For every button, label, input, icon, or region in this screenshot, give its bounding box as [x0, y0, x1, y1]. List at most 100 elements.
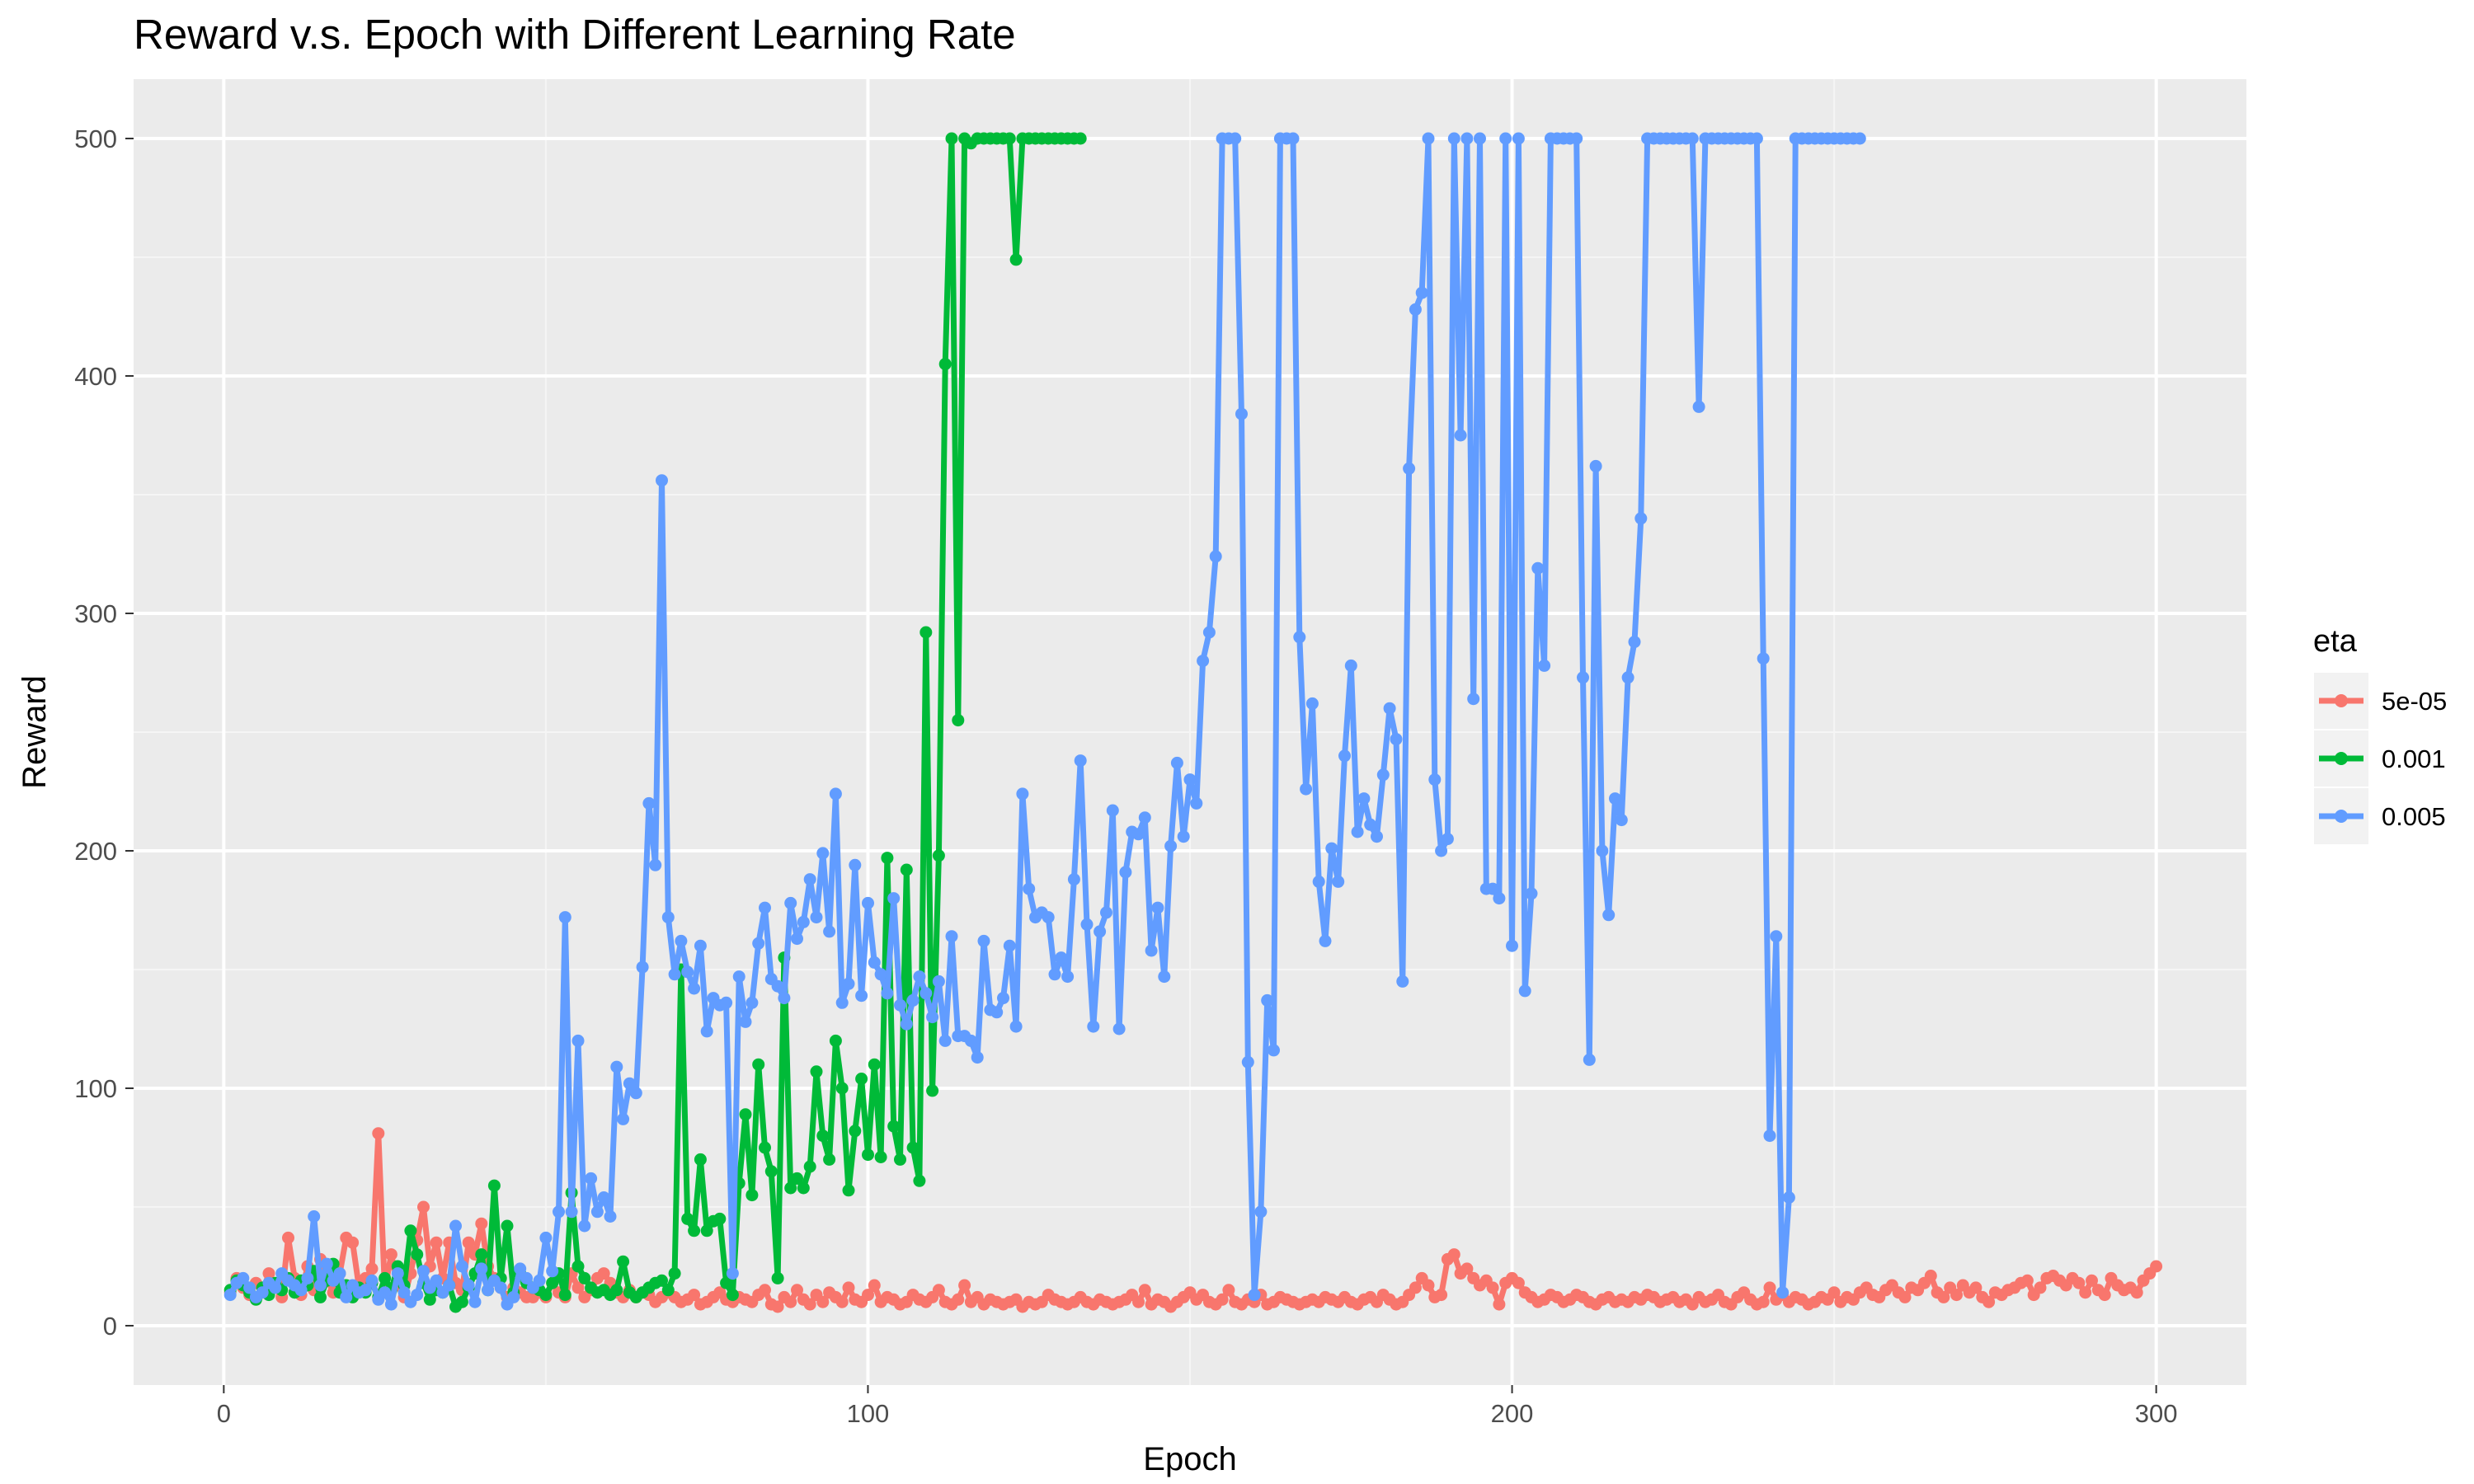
- data-point: [1770, 930, 1783, 943]
- data-point: [423, 1293, 436, 1306]
- data-point: [887, 1120, 901, 1133]
- data-point: [1119, 866, 1132, 879]
- data-point: [945, 930, 958, 943]
- data-point: [1042, 911, 1055, 924]
- data-point: [835, 996, 849, 1009]
- data-point: [1409, 1281, 1422, 1294]
- data-point: [1197, 655, 1210, 668]
- data-point: [1750, 132, 1763, 145]
- data-point: [558, 911, 571, 924]
- data-point: [997, 992, 1009, 1005]
- data-point: [610, 1284, 623, 1297]
- data-point: [546, 1276, 559, 1289]
- data-point: [1937, 1290, 1950, 1303]
- data-point: [1486, 1281, 1499, 1294]
- data-point: [868, 1058, 881, 1071]
- data-point: [778, 992, 791, 1005]
- data-point: [835, 1082, 849, 1095]
- data-point: [661, 1284, 675, 1297]
- data-point: [417, 1200, 430, 1214]
- y-tick-label: 100: [74, 1074, 117, 1103]
- data-point: [1016, 787, 1029, 801]
- data-point: [1344, 659, 1357, 672]
- data-point: [2034, 1281, 2047, 1294]
- data-point: [1074, 754, 1087, 768]
- data-point: [1222, 1284, 1235, 1297]
- data-point: [1009, 253, 1023, 266]
- data-point: [990, 1006, 1004, 1019]
- data-point: [1525, 887, 1538, 900]
- data-point: [1460, 132, 1474, 145]
- data-point: [1112, 1022, 1126, 1036]
- data-point: [656, 474, 668, 487]
- data-point: [539, 1289, 553, 1302]
- data-point: [771, 979, 784, 993]
- data-point: [1164, 839, 1178, 852]
- data-point: [1467, 693, 1480, 706]
- data-point: [494, 1281, 507, 1294]
- data-point: [1596, 844, 1609, 857]
- data-point: [1229, 132, 1242, 145]
- data-point: [404, 1224, 417, 1237]
- data-point: [636, 960, 649, 974]
- data-point: [688, 1289, 701, 1302]
- data-point: [294, 1284, 308, 1297]
- data-point: [1351, 825, 1364, 838]
- data-point: [1506, 939, 1518, 952]
- data-point: [1982, 1295, 1996, 1308]
- data-point: [862, 896, 874, 909]
- data-point: [1138, 1284, 1151, 1297]
- data-point: [1422, 1279, 1435, 1292]
- tick-labels: 0 100 200 300 0 100 200 300 400 500: [74, 124, 2177, 1428]
- data-point: [1447, 1248, 1460, 1261]
- data-point: [1454, 429, 1467, 442]
- data-point: [282, 1231, 294, 1244]
- data-point: [1776, 1286, 1790, 1299]
- data-point: [1589, 459, 1602, 472]
- data-point: [571, 1281, 585, 1294]
- data-point: [1009, 1020, 1023, 1033]
- data-point: [739, 1108, 752, 1121]
- data-point: [417, 1265, 430, 1278]
- data-point: [906, 1141, 920, 1154]
- data-point: [874, 1151, 887, 1163]
- data-point: [1435, 844, 1448, 857]
- data-point: [243, 1281, 256, 1294]
- data-point: [397, 1286, 411, 1299]
- x-tick-label: 200: [1491, 1399, 1534, 1428]
- data-point: [938, 1034, 952, 1047]
- data-point: [1312, 875, 1325, 888]
- data-point: [694, 1153, 707, 1166]
- data-point: [262, 1267, 275, 1280]
- data-point: [932, 849, 945, 862]
- data-point: [1332, 875, 1345, 888]
- data-point: [649, 858, 662, 871]
- data-point: [791, 932, 803, 946]
- data-point: [823, 1153, 836, 1166]
- data-point: [482, 1284, 495, 1297]
- data-point: [365, 1274, 379, 1287]
- data-point: [661, 911, 675, 924]
- data-point: [1023, 882, 1036, 895]
- data-point: [1531, 561, 1545, 575]
- data-point: [1615, 814, 1628, 827]
- legend: eta 5e-05 0.001 0.005: [2312, 624, 2447, 846]
- data-point: [1493, 892, 1506, 905]
- data-point: [1409, 303, 1422, 316]
- legend-item: 0.005: [2312, 787, 2446, 846]
- data-point: [237, 1271, 250, 1284]
- data-point: [1151, 901, 1164, 914]
- data-point: [1518, 984, 1531, 998]
- data-point: [1132, 828, 1145, 841]
- data-point: [507, 1290, 520, 1303]
- data-point: [1158, 970, 1171, 984]
- data-point: [578, 1271, 591, 1284]
- data-point: [900, 863, 913, 876]
- data-point: [1570, 132, 1583, 145]
- data-point: [771, 1300, 784, 1313]
- data-point: [1055, 951, 1068, 965]
- data-point: [920, 626, 933, 639]
- data-point: [1300, 782, 1313, 796]
- series-layer: [223, 132, 2163, 1313]
- data-point: [2020, 1274, 2034, 1287]
